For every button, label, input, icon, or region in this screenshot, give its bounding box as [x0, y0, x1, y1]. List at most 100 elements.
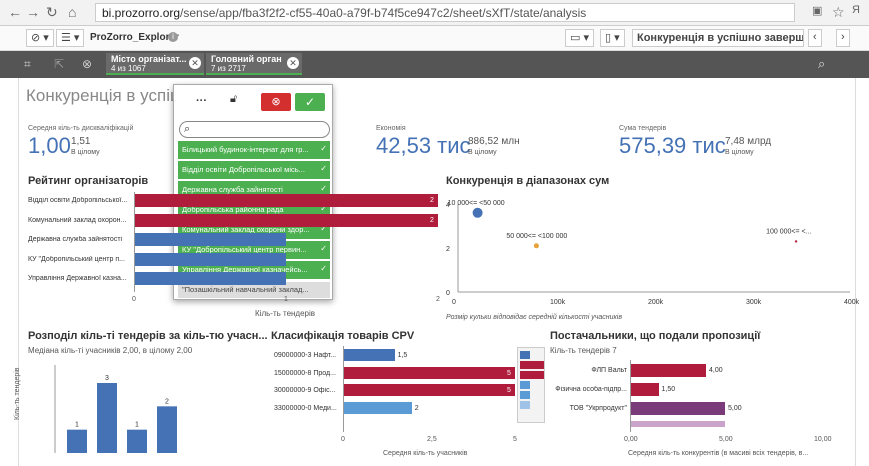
listbox-item[interactable]: Білицький будинок-інтернат для гр... ✓ [178, 141, 330, 159]
rating-bar[interactable] [134, 272, 286, 285]
bookmark-star-icon[interactable]: ☆ [832, 4, 845, 20]
rating-category-label[interactable]: Відділ освіти Добропільської... [28, 197, 128, 204]
supplier-bar-partial[interactable] [630, 421, 725, 427]
confirm-selection-button[interactable]: ✓ [295, 93, 325, 111]
supplier-bar[interactable] [630, 383, 659, 396]
supplier-bar[interactable] [630, 364, 706, 377]
supplier-tick: 5,00 [719, 436, 733, 443]
chip-field: Місто організат... [111, 54, 187, 64]
cpv-tick: 0 [341, 436, 345, 443]
chip-close-icon[interactable]: ✕ [287, 57, 299, 69]
home-icon[interactable]: ⌂ [68, 4, 77, 20]
cpv-data-label: 2 [414, 404, 419, 412]
translate-icon[interactable]: ▣ [812, 5, 823, 17]
listbox-item-label: Комунальний заклад охорони здор... [182, 225, 310, 234]
rating-bar[interactable] [134, 194, 438, 207]
cpv-bar[interactable] [343, 349, 395, 361]
selections-tool-icon[interactable]: ⌗ [24, 57, 31, 71]
chip-field: Головний орган [211, 54, 282, 64]
rating-bar[interactable] [134, 233, 286, 246]
rating-axis [134, 192, 135, 292]
rating-category-label[interactable]: Державна служба зайнятості [28, 236, 123, 243]
selection-chip-city[interactable]: Місто організат... 4 из 1067 ✕ [106, 53, 204, 75]
more-icon[interactable]: ··· [196, 95, 207, 107]
monitor-icon: ▭ [570, 32, 581, 44]
selection-chip-main-org[interactable]: Головний орган 7 из 2717 ✕ [206, 53, 302, 75]
cpv-category-label[interactable]: 15000000-8 Прод... [274, 369, 336, 377]
sheet-selector[interactable]: Конкуренція в успішно заверш... ▦ [632, 29, 804, 47]
rating-bar[interactable] [134, 252, 286, 266]
scatter-point [794, 240, 798, 243]
back-icon[interactable]: ← [8, 4, 22, 20]
cpv-bar[interactable] [343, 384, 515, 396]
list-icon: ☰ [61, 32, 71, 44]
range-footnote: Розмір кульки відповідає середній кілько… [446, 314, 622, 321]
step-back-icon[interactable]: ⇱ [54, 57, 65, 71]
cpv-category-label[interactable]: 33000000-0 Меди... [274, 404, 337, 412]
rating-category-label[interactable]: КУ "Добропільський центр п... [28, 255, 125, 263]
suppliers-xlabel: Середня кіль-ть конкурентів (в масиві вс… [628, 450, 809, 457]
menu-button[interactable]: ☰ ▾ [56, 29, 85, 47]
sheet-title: Конкуренція в успішно [26, 86, 203, 105]
forward-icon[interactable]: → [26, 4, 40, 20]
dist-data-label: 2 [165, 398, 169, 405]
rating-category-label[interactable]: Управління Державної казна... [28, 275, 127, 282]
info-icon[interactable]: i [168, 32, 178, 42]
chip-close-icon[interactable]: ✕ [189, 57, 201, 69]
suppliers-subtitle: Кіль-ть тендерів 7 [550, 346, 617, 355]
search-icon[interactable]: ⌕ [818, 56, 826, 71]
rating-tick: 0 [132, 296, 136, 303]
range-scatter[interactable]: 4 2 00 100k 200k 300k 400k 10 000<= <50 000 50 0… [440, 192, 860, 322]
supplier-category-label[interactable]: Фізична особа-підпр... [555, 386, 627, 393]
supplier-category-label[interactable]: ФЛП Вальт [591, 367, 627, 374]
listbox-search-input[interactable]: ⌕ [179, 121, 330, 138]
rating-data-label: 2 [430, 197, 434, 204]
supplier-data-label: 1,50 [661, 386, 676, 393]
app-toolbar: ⊘ ▾ ☰ ▾ ProZorro_Explorer i ▭ ▾ ▯ ▾ Конк… [0, 26, 869, 51]
cpv-bar[interactable] [343, 401, 412, 414]
cpv-axis [343, 346, 344, 432]
cancel-selection-button[interactable]: ⊗ [261, 93, 291, 111]
supplier-axis [630, 360, 631, 432]
supplier-tick: 0,00 [624, 436, 638, 443]
scatter-point-label: 50 000<= <100 000 [506, 233, 567, 240]
present-button[interactable]: ▭ ▾ [565, 29, 594, 47]
yandex-icon[interactable]: Я [852, 4, 860, 16]
url-path: /sense/app/fba3f2f2-cf55-40a0-a79f-b74f5… [180, 6, 587, 20]
cpv-bar[interactable] [343, 366, 515, 379]
listbox-item[interactable]: Відділ освіти Добропільської місь... ✓ [178, 161, 330, 179]
cpv-minimap[interactable] [517, 347, 545, 423]
cpv-category-label[interactable]: 30000000-9 Офіс... [274, 387, 336, 394]
lock-icon[interactable]: 🔓︎ [230, 93, 238, 105]
supplier-category-label[interactable]: ТОВ "Укрпродукт" [569, 405, 627, 412]
scatter-x-tick: 300k [746, 299, 762, 306]
next-sheet-button[interactable]: › [836, 29, 850, 47]
bookmark-button[interactable]: ▯ ▾ [600, 29, 625, 47]
prev-sheet-button[interactable]: ‹ [808, 29, 822, 47]
dist-chart[interactable]: 1 3 1 2 [54, 365, 255, 465]
compass-icon: ⊘ [31, 32, 41, 44]
cpv-tick: 5 [513, 436, 517, 443]
cpv-tick: 2,5 [427, 436, 437, 443]
address-bar[interactable]: bi.prozorro.org/sense/app/fba3f2f2-cf55-… [95, 3, 795, 22]
listbox-item-label: Управління Державної казначейсь... [182, 265, 308, 274]
check-icon: ✓ [304, 95, 316, 109]
dist-bar [157, 406, 177, 453]
dist-bar [127, 429, 147, 453]
kpi-side-value: 886,52 млн [468, 136, 520, 147]
rating-category-label[interactable]: Комунальний заклад охорон... [28, 216, 127, 224]
navigation-button[interactable]: ⊘ ▾ [26, 29, 54, 47]
supplier-bar[interactable] [630, 402, 725, 415]
cpv-category-label[interactable]: 09000000-3 Нафт... [274, 352, 337, 359]
listbox-item-excluded[interactable]: "Позашкільний навчальний заклад... [178, 282, 330, 298]
reload-icon[interactable]: ↻ [46, 4, 58, 20]
scatter-x-tick: 200k [648, 299, 664, 306]
chevron-left-icon: ‹ [813, 31, 817, 43]
clear-all-icon[interactable]: ⊗ [82, 57, 93, 71]
scatter-y-tick: 0 [446, 290, 450, 297]
scatter-x-tick: 0 [452, 299, 456, 306]
kpi-side-sub: В цілому [725, 149, 754, 156]
chevron-right-icon: › [841, 31, 845, 43]
supplier-data-label: 4,00 [709, 367, 723, 374]
rating-bar[interactable] [134, 213, 438, 227]
